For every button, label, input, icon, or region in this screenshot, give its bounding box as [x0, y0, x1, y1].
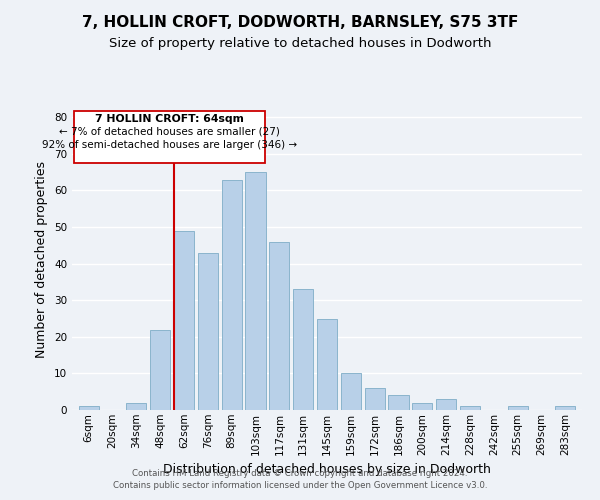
Bar	[317, 318, 337, 410]
Y-axis label: Number of detached properties: Number of detached properties	[35, 162, 49, 358]
Bar	[174, 230, 194, 410]
Bar	[221, 180, 242, 410]
Bar	[269, 242, 289, 410]
Bar	[460, 406, 480, 410]
Bar	[198, 252, 218, 410]
Bar	[79, 406, 99, 410]
Text: 7, HOLLIN CROFT, DODWORTH, BARNSLEY, S75 3TF: 7, HOLLIN CROFT, DODWORTH, BARNSLEY, S75…	[82, 15, 518, 30]
Text: 7 HOLLIN CROFT: 64sqm: 7 HOLLIN CROFT: 64sqm	[95, 114, 244, 124]
Bar	[150, 330, 170, 410]
Bar	[508, 406, 528, 410]
Bar	[245, 172, 266, 410]
Text: Size of property relative to detached houses in Dodworth: Size of property relative to detached ho…	[109, 38, 491, 51]
Text: Contains public sector information licensed under the Open Government Licence v3: Contains public sector information licen…	[113, 481, 487, 490]
Bar	[365, 388, 385, 410]
Text: 92% of semi-detached houses are larger (346) →: 92% of semi-detached houses are larger (…	[42, 140, 297, 150]
Bar	[341, 374, 361, 410]
Bar	[555, 406, 575, 410]
Bar	[293, 290, 313, 410]
X-axis label: Distribution of detached houses by size in Dodworth: Distribution of detached houses by size …	[163, 463, 491, 476]
Text: Contains HM Land Registry data © Crown copyright and database right 2024.: Contains HM Land Registry data © Crown c…	[132, 468, 468, 477]
FancyBboxPatch shape	[74, 110, 265, 163]
Text: ← 7% of detached houses are smaller (27): ← 7% of detached houses are smaller (27)	[59, 127, 280, 137]
Bar	[412, 402, 433, 410]
Bar	[388, 396, 409, 410]
Bar	[436, 399, 456, 410]
Bar	[126, 402, 146, 410]
